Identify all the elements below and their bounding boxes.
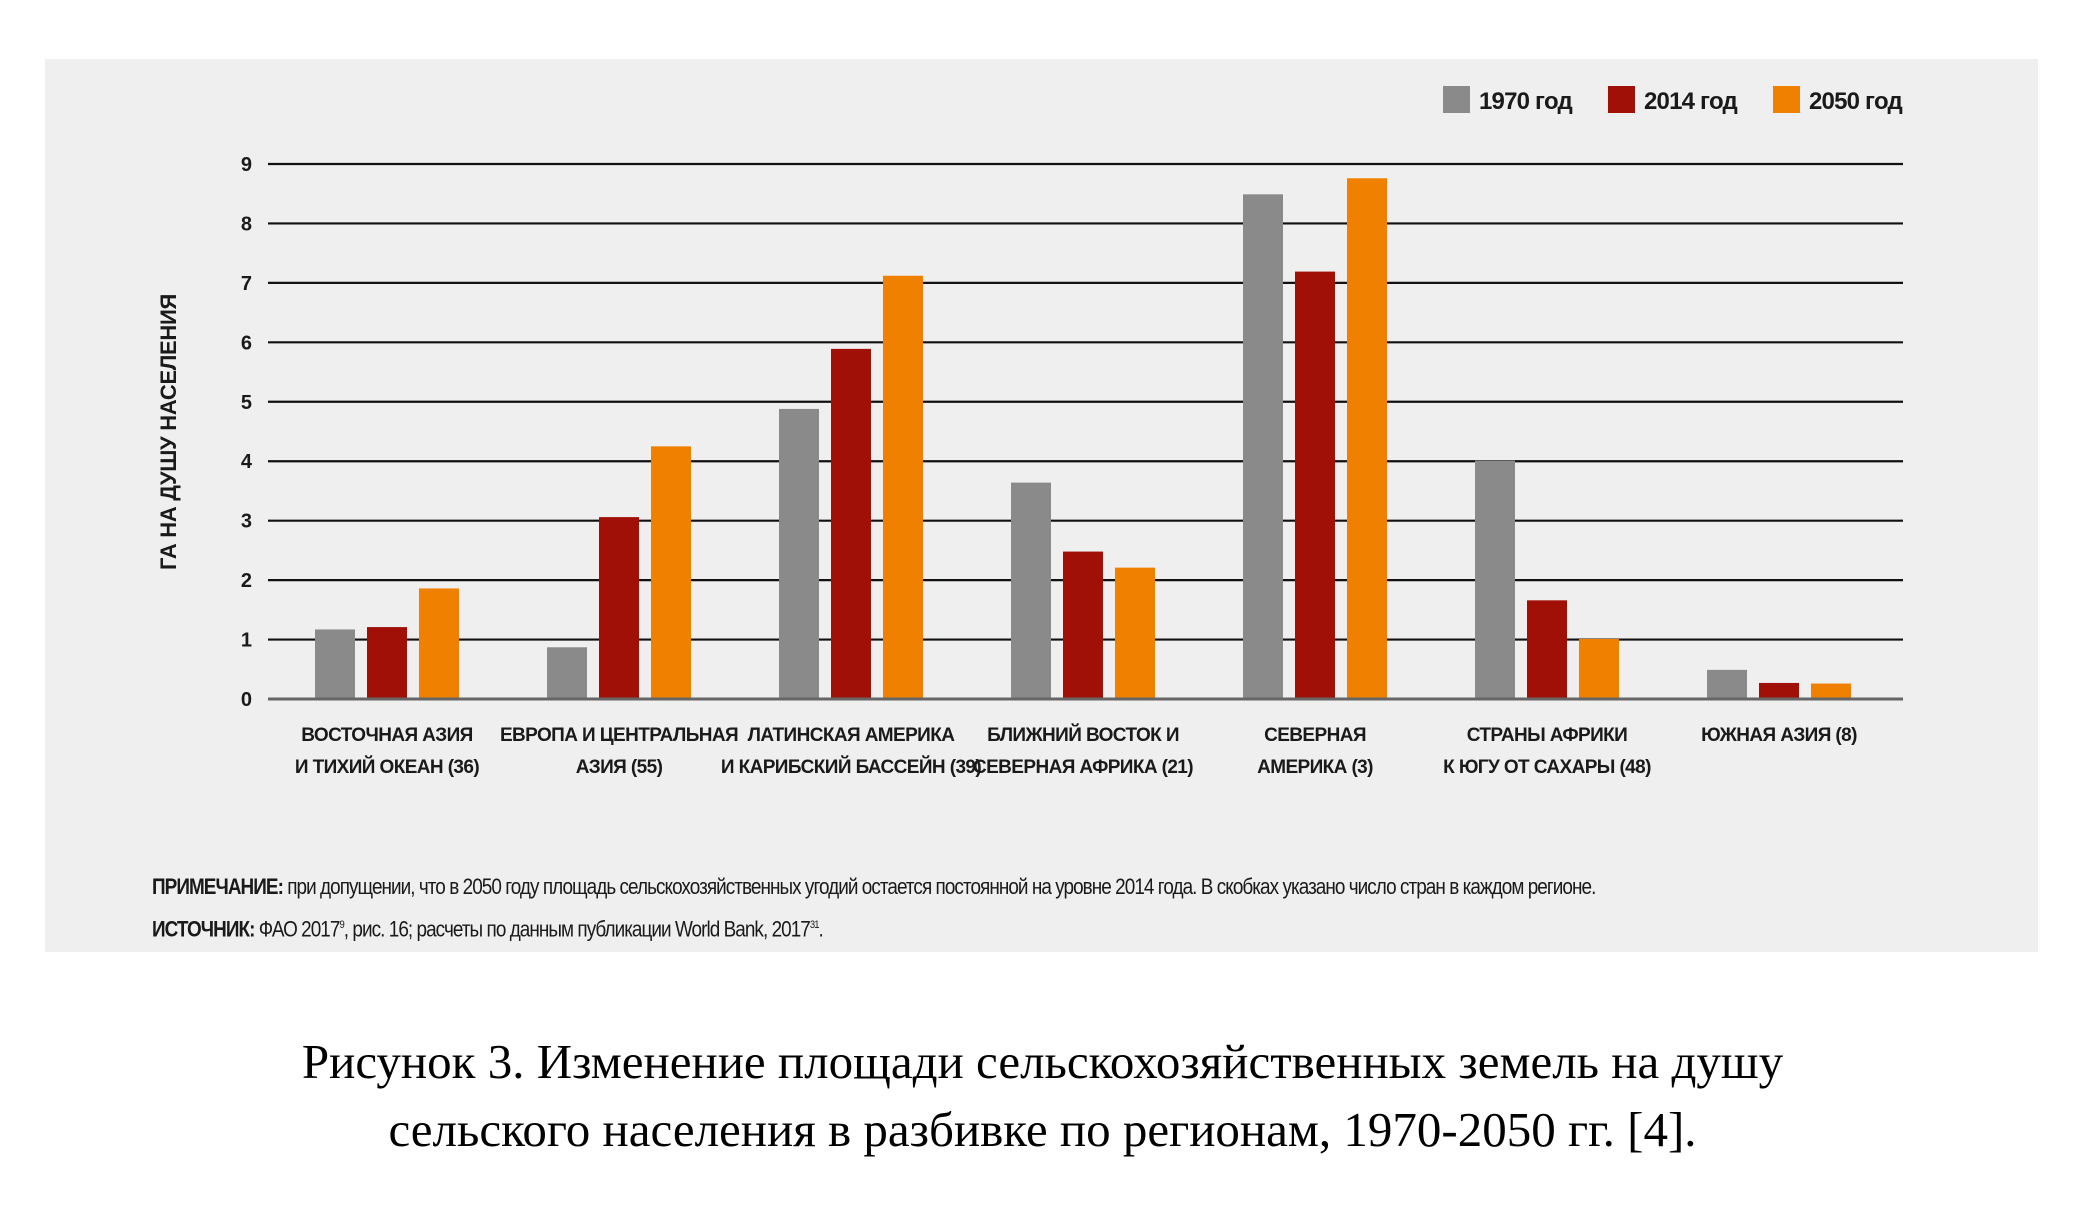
bar [599, 517, 639, 699]
bar [1759, 682, 1799, 699]
bar [1011, 482, 1051, 699]
bar [1579, 638, 1619, 699]
x-category-label: БЛИЖНИЙ ВОСТОК И [987, 724, 1179, 746]
y-tick-label: 2 [241, 570, 252, 592]
bar [651, 446, 691, 699]
legend-label: 1970 год [1479, 88, 1572, 115]
x-category-label: СТРАНЫ АФРИКИ [1467, 725, 1627, 746]
x-category-label: ЕВРОПА И ЦЕНТРАЛЬНАЯ [500, 725, 738, 746]
y-tick-label: 7 [241, 273, 252, 295]
figure-caption: Рисунок 3. Изменение площади сельскохозя… [0, 1028, 2085, 1164]
source-text: ФАО 2017 [254, 916, 341, 942]
x-category-label: СЕВЕРНАЯ [1264, 725, 1366, 746]
bar [1811, 683, 1851, 699]
bar [315, 629, 355, 699]
bar [1347, 178, 1387, 699]
bar [547, 647, 587, 699]
source-footnote: 9 [339, 919, 344, 931]
bar [883, 275, 923, 699]
source-label: ИСТОЧНИК: [152, 916, 255, 942]
source-text: . [818, 916, 824, 942]
x-category-label: И ТИХИЙ ОКЕАН (36) [295, 756, 479, 778]
y-tick-label: 4 [241, 451, 253, 473]
legend-label: 2050 год [1809, 88, 1902, 115]
bar [1063, 551, 1103, 699]
y-tick-label: 3 [241, 511, 252, 533]
x-category-label: ВОСТОЧНАЯ АЗИЯ [301, 725, 472, 746]
bar [419, 588, 459, 699]
legend-swatch [1773, 86, 1800, 113]
y-axis-ticks: 0 1 2 3 4 5 6 7 8 9 [241, 154, 253, 711]
source-text: , рис. 16; расчеты по данным публикации … [343, 916, 811, 942]
x-category-label: АМЕРИКА (3) [1257, 757, 1373, 778]
legend: 1970 год 2014 год 2050 год [1443, 86, 1903, 115]
x-category-label: АЗИЯ (55) [576, 757, 663, 778]
x-category-label: К ЮГУ ОТ САХАРЫ (48) [1443, 757, 1651, 778]
caption-line: Рисунок 3. Изменение площади сельскохозя… [301, 1034, 1784, 1089]
y-axis-label: ГА НА ДУШУ НАСЕЛЕНИЯ [156, 294, 181, 570]
bar [1115, 567, 1155, 699]
x-axis-categories: ВОСТОЧНАЯ АЗИЯ И ТИХИЙ ОКЕАН (36) ЕВРОПА И… [295, 724, 1858, 778]
source-footnote: 31 [809, 919, 820, 931]
caption-line: сельского населения в разбивке по регион… [388, 1102, 1697, 1157]
x-category-label: И КАРИБСКИЙ БАССЕЙН (39) [721, 756, 982, 778]
bar [779, 408, 819, 699]
note-line: ПРИМЕЧАНИЕ: при допущении, что в 2050 го… [152, 868, 1760, 906]
x-category-label: СЕВЕРНАЯ АФРИКА (21) [973, 757, 1193, 778]
bar [831, 348, 871, 699]
bars [315, 178, 1851, 700]
y-tick-label: 9 [241, 154, 252, 176]
bar [1243, 194, 1283, 700]
bar [1707, 669, 1747, 699]
bar [1475, 460, 1515, 699]
y-tick-label: 1 [241, 630, 252, 652]
y-tick-label: 8 [241, 213, 252, 235]
source-line: ИСТОЧНИК: ФАО 20179, рис. 16; расчеты по… [152, 906, 1760, 948]
bar [1295, 271, 1335, 699]
x-category-label: ЛАТИНСКАЯ АМЕРИКА [748, 725, 956, 746]
legend-swatch [1443, 86, 1470, 113]
note-label: ПРИМЕЧАНИЕ: [152, 874, 284, 899]
y-tick-label: 6 [241, 332, 252, 354]
x-category-label: ЮЖНАЯ АЗИЯ (8) [1701, 725, 1857, 746]
legend-swatch [1608, 86, 1635, 113]
y-tick-label: 5 [241, 392, 252, 414]
legend-label: 2014 год [1644, 88, 1737, 115]
bar [367, 627, 407, 699]
bar [1527, 600, 1567, 699]
y-tick-label: 0 [241, 689, 252, 711]
chart-notes: ПРИМЕЧАНИЕ: при допущении, что в 2050 го… [152, 868, 2022, 948]
bar-chart: 0 1 2 3 4 5 6 7 8 9 ГА НА ДУШУ НАСЕЛЕНИЯ ВОСТОЧНА… [156, 86, 1903, 778]
note-text: при допущении, что в 2050 году площадь с… [282, 874, 1596, 899]
